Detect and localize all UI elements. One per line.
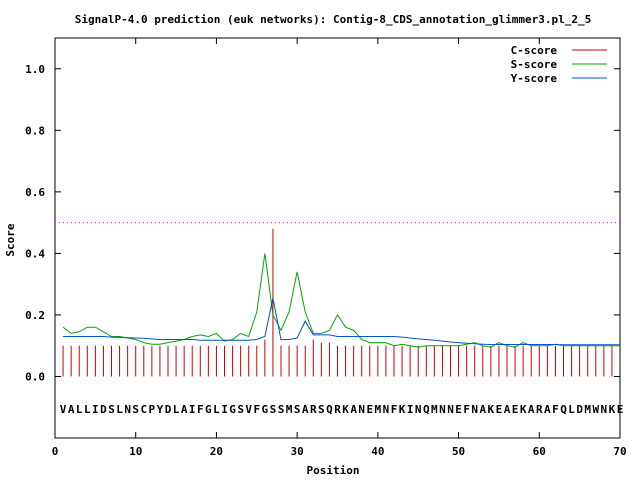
sequence-residue: G (229, 403, 236, 416)
sequence-residue: L (116, 403, 123, 416)
sequence-residue: S (237, 403, 244, 416)
y-tick-label: 0.6 (25, 186, 45, 199)
legend-label-c-score: C-score (511, 44, 558, 57)
x-tick-label: 60 (533, 445, 546, 458)
x-tick-label: 0 (52, 445, 59, 458)
sequence-residue: E (496, 403, 503, 416)
sequence-residue: E (366, 403, 373, 416)
sequence-residue: M (584, 403, 591, 416)
y-tick-label: 0.2 (25, 309, 45, 322)
x-axis-label: Position (307, 464, 360, 477)
sequence-residue: I (92, 403, 99, 416)
x-tick-label: 40 (371, 445, 384, 458)
sequence-residue: L (568, 403, 575, 416)
sequence-residue: S (270, 403, 277, 416)
sequence-residue: N (439, 403, 446, 416)
sequence-residue: A (528, 403, 535, 416)
sequence-residue: G (205, 403, 212, 416)
sequence-residue: D (100, 403, 107, 416)
sequence-residue: N (471, 403, 478, 416)
sequence-residue: N (124, 403, 131, 416)
sequence-residue: M (431, 403, 438, 416)
sequence-residue: Q (423, 403, 430, 416)
y-axis-label: Score (4, 223, 17, 256)
sequence-residue: R (536, 403, 543, 416)
sequence-residue: C (140, 403, 147, 416)
sequence-residue: S (132, 403, 139, 416)
sequence-residue: A (302, 403, 309, 416)
sequence-residue: I (407, 403, 414, 416)
sequence-residue: F (463, 403, 470, 416)
sequence-residue: V (245, 403, 252, 416)
sequence-residue: R (334, 403, 341, 416)
sequence-residue: N (601, 403, 608, 416)
sequence-residue: A (68, 403, 75, 416)
sequence-residue: R (310, 403, 317, 416)
y-tick-label: 0.4 (25, 247, 45, 260)
sequence-residue: S (278, 403, 285, 416)
sequence-residue: A (504, 403, 511, 416)
sequence-residue: K (609, 403, 616, 416)
y-tick-label: 0.8 (25, 124, 45, 137)
x-tick-label: 70 (613, 445, 626, 458)
sequence-residue: F (253, 403, 260, 416)
plot-frame (54, 37, 621, 439)
sequence-residue: Q (326, 403, 333, 416)
sequence-residue: D (576, 403, 583, 416)
sequence-residue: N (415, 403, 422, 416)
y-tick-label: 1.0 (25, 63, 45, 76)
sequence-residue: L (76, 403, 83, 416)
sequence-residue: N (447, 403, 454, 416)
sequence-residue: S (294, 403, 301, 416)
y-tick-label: 0.0 (25, 370, 45, 383)
sequence-residue: P (149, 403, 156, 416)
legend-label-y-score: Y-score (511, 72, 558, 85)
sequence-residue: A (544, 403, 551, 416)
sequence-residue: F (552, 403, 559, 416)
sequence-residue: E (455, 403, 462, 416)
sequence-residue: L (84, 403, 91, 416)
sequence-residue: Q (560, 403, 567, 416)
sequence-residue: I (221, 403, 228, 416)
sequence-residue: A (350, 403, 357, 416)
plot-area: 0.00.20.40.60.81.00 10 20 30 40 50 60 70V A L L I D S… (25, 37, 627, 458)
sequence-residue: N (358, 403, 365, 416)
x-tick-label: 20 (210, 445, 223, 458)
sequence-residue: G (262, 403, 269, 416)
sequence-residue: K (520, 403, 527, 416)
sequence-residue: L (213, 403, 220, 416)
sequence-residue: K (399, 403, 406, 416)
sequence-residue: A (181, 403, 188, 416)
legend-label-s-score: S-score (511, 58, 558, 71)
x-tick-label: 30 (291, 445, 304, 458)
sequence-residue: S (108, 403, 115, 416)
y-score-line (63, 297, 620, 346)
sequence-residue: K (342, 403, 349, 416)
chart-title: SignalP-4.0 prediction (euk networks): C… (75, 13, 592, 26)
sequence-residue: Y (157, 403, 164, 416)
sequence-residue: D (165, 403, 172, 416)
x-tick-label: 50 (452, 445, 465, 458)
sequence-residue: F (391, 403, 398, 416)
sequence-residue: W (592, 403, 599, 416)
s-score-line (62, 253, 620, 348)
sequence-residue: M (286, 403, 293, 416)
sequence-residue: S (318, 403, 325, 416)
sequence-residue: E (617, 403, 624, 416)
sequence-residue: V (60, 403, 67, 416)
sequence-residue: N (383, 403, 390, 416)
sequence-residue: I (189, 403, 196, 416)
sequence-residue: F (197, 403, 204, 416)
sequence-residue: E (512, 403, 519, 416)
sequence-residue: K (488, 403, 495, 416)
x-tick-label: 10 (129, 445, 142, 458)
sequence-residue: L (173, 403, 180, 416)
sequence-residue: M (375, 403, 382, 416)
sequence-residue: A (479, 403, 486, 416)
